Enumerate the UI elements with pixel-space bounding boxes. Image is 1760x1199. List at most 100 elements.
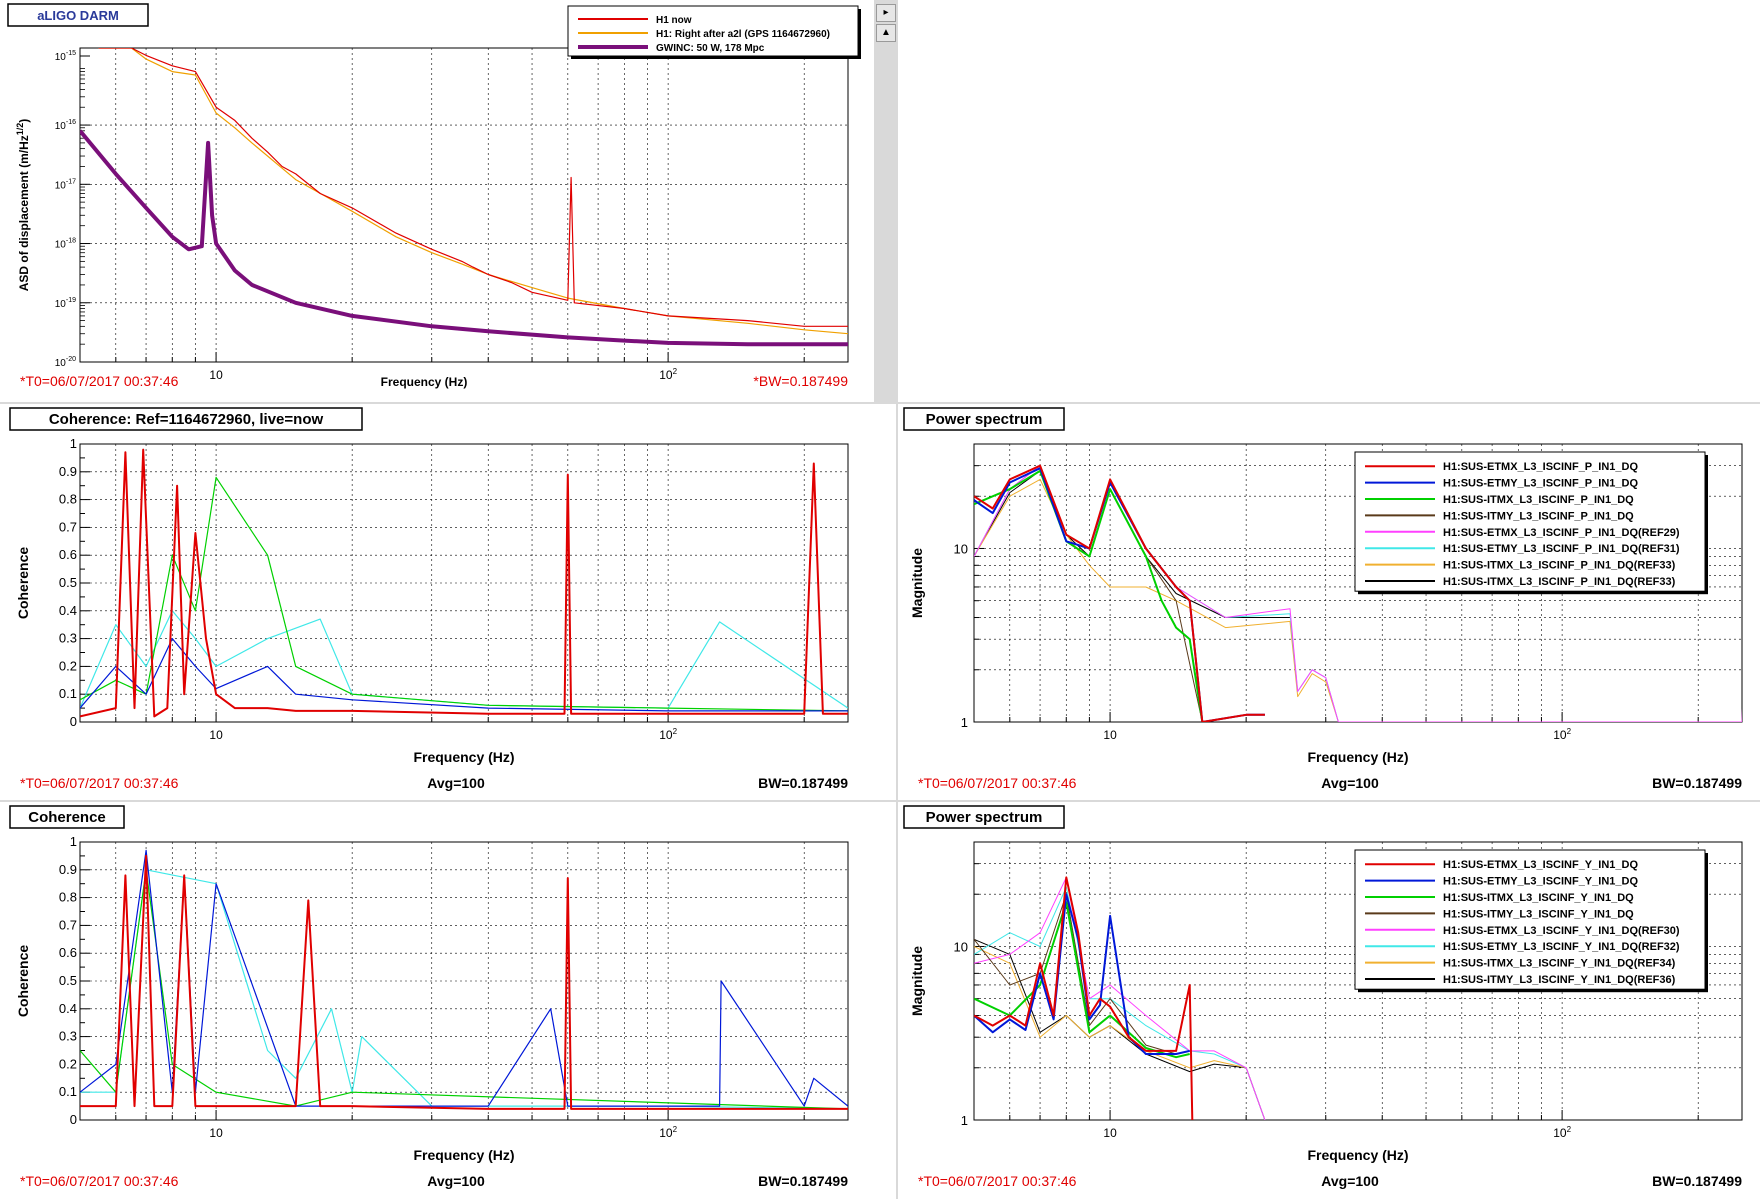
coh2-xtick-label: 102: [659, 1125, 677, 1140]
coh2-xtick-base: 10: [209, 1126, 223, 1140]
coh2-ytick-label: 0.3: [59, 1029, 77, 1044]
coh1-ytick-label: 0.3: [59, 631, 77, 646]
coh1-ytick-label: 0.2: [59, 658, 77, 673]
darm-xlabel: Frequency (Hz): [381, 375, 468, 389]
empty-panel: [898, 0, 1760, 402]
darm-bw-label: *BW=0.187499: [753, 373, 848, 389]
psd1-legend-label-5: H1:SUS-ETMY_L3_ISCINF_P_IN1_DQ(REF31): [1443, 543, 1680, 555]
psd1-legend: [1354, 451, 1706, 592]
coh1-ytick-label: 0.9: [59, 464, 77, 479]
psd1-avg-label: Avg=100: [1321, 775, 1379, 791]
darm-ytick-exp: -18: [66, 238, 76, 245]
coh2-ytick-label: 0.9: [59, 862, 77, 877]
psd1-legend-label-6: H1:SUS-ITMX_L3_ISCINF_P_IN1_DQ(REF33): [1443, 560, 1676, 572]
psd1-xtick-label: 102: [1553, 727, 1571, 742]
psd1-series-0: [974, 464, 1265, 722]
coh1-xtick-base: 10: [209, 728, 223, 742]
psd1-xlabel: Frequency (Hz): [1307, 749, 1408, 765]
darm-ytick-label: 10-16: [55, 119, 76, 132]
psd1-ytick-label: 10: [954, 541, 968, 556]
darm-title-box: [7, 3, 149, 27]
darm-legend-label-0: H1 now: [656, 15, 692, 26]
coh1-xtick-label: 102: [659, 727, 677, 742]
coh1-xlabel: Frequency (Hz): [413, 749, 514, 765]
coh1-ytick-label: 0: [70, 714, 77, 729]
coh1-xtick-label: 10: [209, 728, 223, 742]
darm-title: aLIGO DARM: [37, 8, 119, 23]
psd2-xtick-label: 10: [1103, 1126, 1117, 1140]
psd2-xtick-exp: 2: [1567, 1125, 1572, 1134]
psd2-legend: [1354, 849, 1706, 990]
darm-ytick-base: 10: [55, 358, 67, 369]
panel-next-button[interactable]: ▸: [876, 4, 896, 22]
coh1-bw-label: BW=0.187499: [758, 775, 848, 791]
darm-series-0: [98, 48, 848, 327]
coh2-ylabel: Coherence: [15, 945, 31, 1018]
coh1-series-1: [80, 637, 848, 712]
coh2-traces: [80, 849, 848, 1110]
coh1-ytick-label: 0.8: [59, 492, 77, 507]
psd2-legend-label-6: H1:SUS-ITMX_L3_ISCINF_Y_IN1_DQ(REF34): [1443, 958, 1676, 970]
coh1-ytick-label: 0.4: [59, 603, 77, 618]
darm-ylabel-exp: 1/2: [15, 123, 25, 136]
coh2-xtick-label: 10: [209, 1126, 223, 1140]
psd2-series-4: [974, 876, 1266, 1120]
darm-ytick-base: 10: [55, 299, 67, 310]
psd2-xtick-label: 102: [1553, 1125, 1571, 1140]
coh2-ytick-label: 0.5: [59, 973, 77, 988]
darm-ytick-base: 10: [55, 180, 67, 191]
coh1-traces: [80, 448, 848, 718]
psd2-xlabel: Frequency (Hz): [1307, 1147, 1408, 1163]
psd2-ylabel: Magnitude: [909, 946, 925, 1016]
psd2-title-box: [903, 805, 1065, 829]
darm-ytick-label: 10-20: [55, 356, 76, 369]
coh1-ytick-label: 1: [70, 436, 77, 451]
darm-ytick-exp: -16: [66, 119, 76, 126]
coh1-xtick-exp: 2: [673, 727, 678, 736]
darm-ytick-exp: -17: [66, 178, 76, 185]
coh1-ytick-label: 0.1: [59, 686, 77, 701]
coh2-title: Coherence: [28, 809, 106, 826]
coh1-series-2: [80, 476, 848, 712]
coh2-t0-label: *T0=06/07/2017 00:37:46: [20, 1173, 179, 1189]
darm-ylabel-close: ): [17, 119, 31, 123]
psd1-ytick-label: 1: [961, 715, 968, 730]
darm-series-2: [80, 129, 848, 347]
psd2-xtick-base: 10: [1553, 1126, 1567, 1140]
psd1-legend-label-1: H1:SUS-ETMY_L3_ISCINF_P_IN1_DQ: [1443, 478, 1638, 490]
darm-ytick-exp: -15: [66, 50, 76, 57]
darm-xtick-label: 102: [659, 367, 677, 382]
psd2-t0-label: *T0=06/07/2017 00:37:46: [918, 1173, 1077, 1189]
coh2-ytick-label: 0.4: [59, 1001, 77, 1016]
darm-ytick-label: 10-15: [55, 50, 76, 63]
psd1-ylabel-text: Magnitude: [909, 548, 925, 618]
coh1-xtick-base: 10: [659, 728, 673, 742]
coh2-bw-label: BW=0.187499: [758, 1173, 848, 1189]
coh2-ytick-label: 0: [70, 1112, 77, 1127]
darm-ytick-exp: -20: [66, 356, 76, 363]
coh2-xtick-exp: 2: [673, 1125, 678, 1134]
psd1-xtick-base: 10: [1103, 728, 1117, 742]
coh1-ylabel: Coherence: [15, 547, 31, 620]
psd1-xtick-base: 10: [1553, 728, 1567, 742]
darm-ytick-base: 10: [55, 121, 67, 132]
coh1-avg-label: Avg=100: [427, 775, 485, 791]
darm-t0-label: *T0=06/07/2017 00:37:46: [20, 373, 179, 389]
psd1-t0-label: *T0=06/07/2017 00:37:46: [918, 775, 1077, 791]
psd2-legend-label-5: H1:SUS-ETMY_L3_ISCINF_Y_IN1_DQ(REF32): [1443, 941, 1680, 953]
coh2-ytick-label: 1: [70, 834, 77, 849]
psd1-series-2: [974, 469, 1204, 722]
psd2-ytick-label: 10: [954, 939, 968, 954]
darm-legend-label-2: GWINC: 50 W, 178 Mpc: [656, 43, 765, 54]
panel-scroll-up-button[interactable]: ▲: [876, 24, 896, 42]
darm-ytick-label: 10-17: [55, 178, 76, 191]
darm-ytick-label: 10-18: [55, 238, 76, 251]
psd1-title: Power spectrum: [926, 411, 1043, 428]
psd2-legend-label-3: H1:SUS-ITMY_L3_ISCINF_Y_IN1_DQ: [1443, 908, 1634, 920]
psd1-xtick-label: 10: [1103, 728, 1117, 742]
